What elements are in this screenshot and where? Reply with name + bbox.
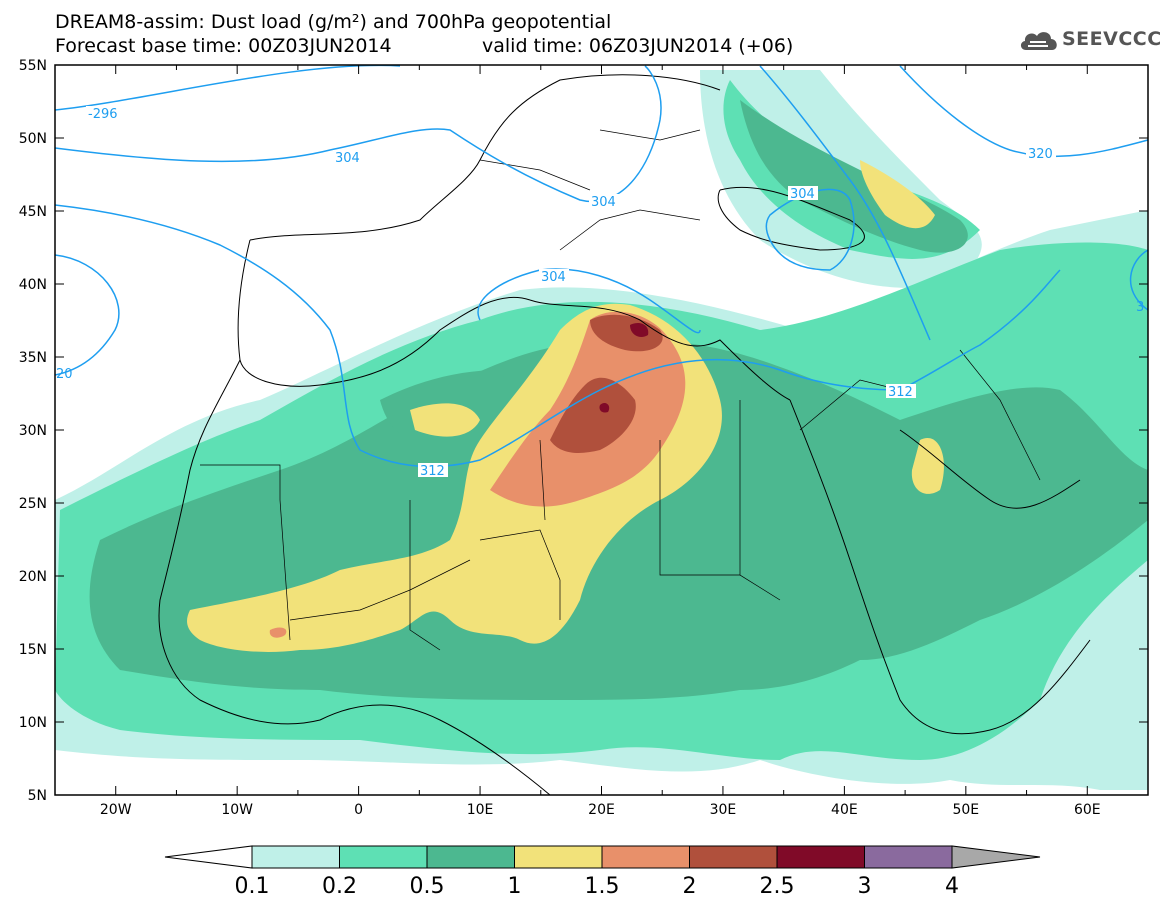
logo-text: SEEVCCC [1062, 28, 1162, 50]
contour-label: 304 [335, 151, 360, 166]
colorbar-label: 3 [857, 874, 872, 899]
lat-tick-label: 50N [19, 131, 47, 147]
colorbar-segment [776, 845, 865, 869]
contour-label: 304 [790, 187, 815, 202]
colorbar-segment [514, 845, 603, 869]
lon-tick-labels: 20W 10W 0 10E 20E 30E 40E 50E 60E [100, 802, 1101, 818]
lon-tick-label: 40E [831, 802, 858, 818]
contour-label: -296 [88, 107, 118, 122]
colorbar-label: 1.5 [584, 874, 620, 899]
lat-tick-label: 10N [19, 715, 47, 731]
colorbar-label: 0.5 [409, 874, 445, 899]
base-time: Forecast base time: 00Z03JUN2014 [55, 35, 392, 57]
lat-tick-labels: 55N 50N 45N 40N 35N 30N 25N 20N 15N 10N 5N [19, 58, 47, 804]
colorbar-segment [689, 845, 778, 869]
lon-tick-label: 20E [588, 802, 615, 818]
dust-level-2.5 [599, 323, 649, 413]
contour-label: 304 [541, 270, 566, 285]
lat-tick-label: 30N [19, 423, 47, 439]
contour-label: 312 [420, 464, 445, 479]
lat-tick-label: 45N [19, 204, 47, 220]
contour-label: 312 [888, 385, 913, 400]
colorbar-label: 1 [507, 874, 522, 899]
seevccc-logo: SEEVCCC [1018, 26, 1161, 54]
dust-level-2 [550, 314, 663, 453]
lat-tick-label: 25N [19, 496, 47, 512]
colorbar-segment [864, 845, 953, 869]
colorbar-segment [601, 845, 690, 869]
colorbar-under-arrow [164, 845, 253, 869]
colorbar-label: 2.5 [759, 874, 795, 899]
contour-labels: -296 304 304 304 304 312 312 320 20 3 [56, 106, 1144, 479]
colorbar-label: 2 [682, 874, 697, 899]
lon-tick-label: 50E [952, 802, 979, 818]
lat-tick-label: 5N [28, 788, 47, 804]
lat-tick-label: 35N [19, 350, 47, 366]
axis-ticks [54, 64, 1149, 796]
contour-label: 3 [1136, 300, 1144, 315]
colorbar-segment [339, 845, 428, 869]
map-title: DREAM8-assim: Dust load (g/m²) and 700hP… [55, 11, 612, 33]
contour-label: 304 [591, 195, 616, 210]
lon-tick-label: 60E [1074, 802, 1101, 818]
lon-tick-label: 10W [221, 802, 253, 818]
cloud-icon [1020, 32, 1057, 50]
lon-tick-label: 20W [100, 802, 132, 818]
colorbar-label: 0.2 [322, 874, 357, 899]
valid-time: valid time: 06Z03JUN2014 (+06) [482, 35, 794, 57]
colorbar-segment [426, 845, 515, 869]
colorbar-label: 4 [945, 874, 959, 899]
lon-tick-label: 10E [467, 802, 494, 818]
lon-tick-label: 30E [710, 802, 737, 818]
lon-tick-label: 0 [354, 802, 363, 818]
lat-tick-label: 55N [19, 58, 47, 74]
colorbar-segment [251, 845, 340, 869]
contour-label: 20 [56, 367, 73, 382]
contour-label: 320 [1028, 147, 1053, 162]
lat-tick-label: 20N [19, 569, 47, 585]
lat-tick-label: 15N [19, 642, 47, 658]
colorbar-label: 0.1 [234, 874, 270, 899]
geopotential-contours [55, 65, 1148, 468]
colorbar [164, 845, 1041, 869]
lat-tick-label: 40N [19, 277, 47, 293]
colorbar-over-arrow [951, 845, 1041, 869]
